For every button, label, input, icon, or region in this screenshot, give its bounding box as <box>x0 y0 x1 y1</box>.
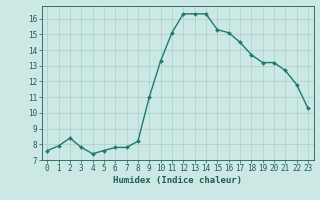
X-axis label: Humidex (Indice chaleur): Humidex (Indice chaleur) <box>113 176 242 185</box>
